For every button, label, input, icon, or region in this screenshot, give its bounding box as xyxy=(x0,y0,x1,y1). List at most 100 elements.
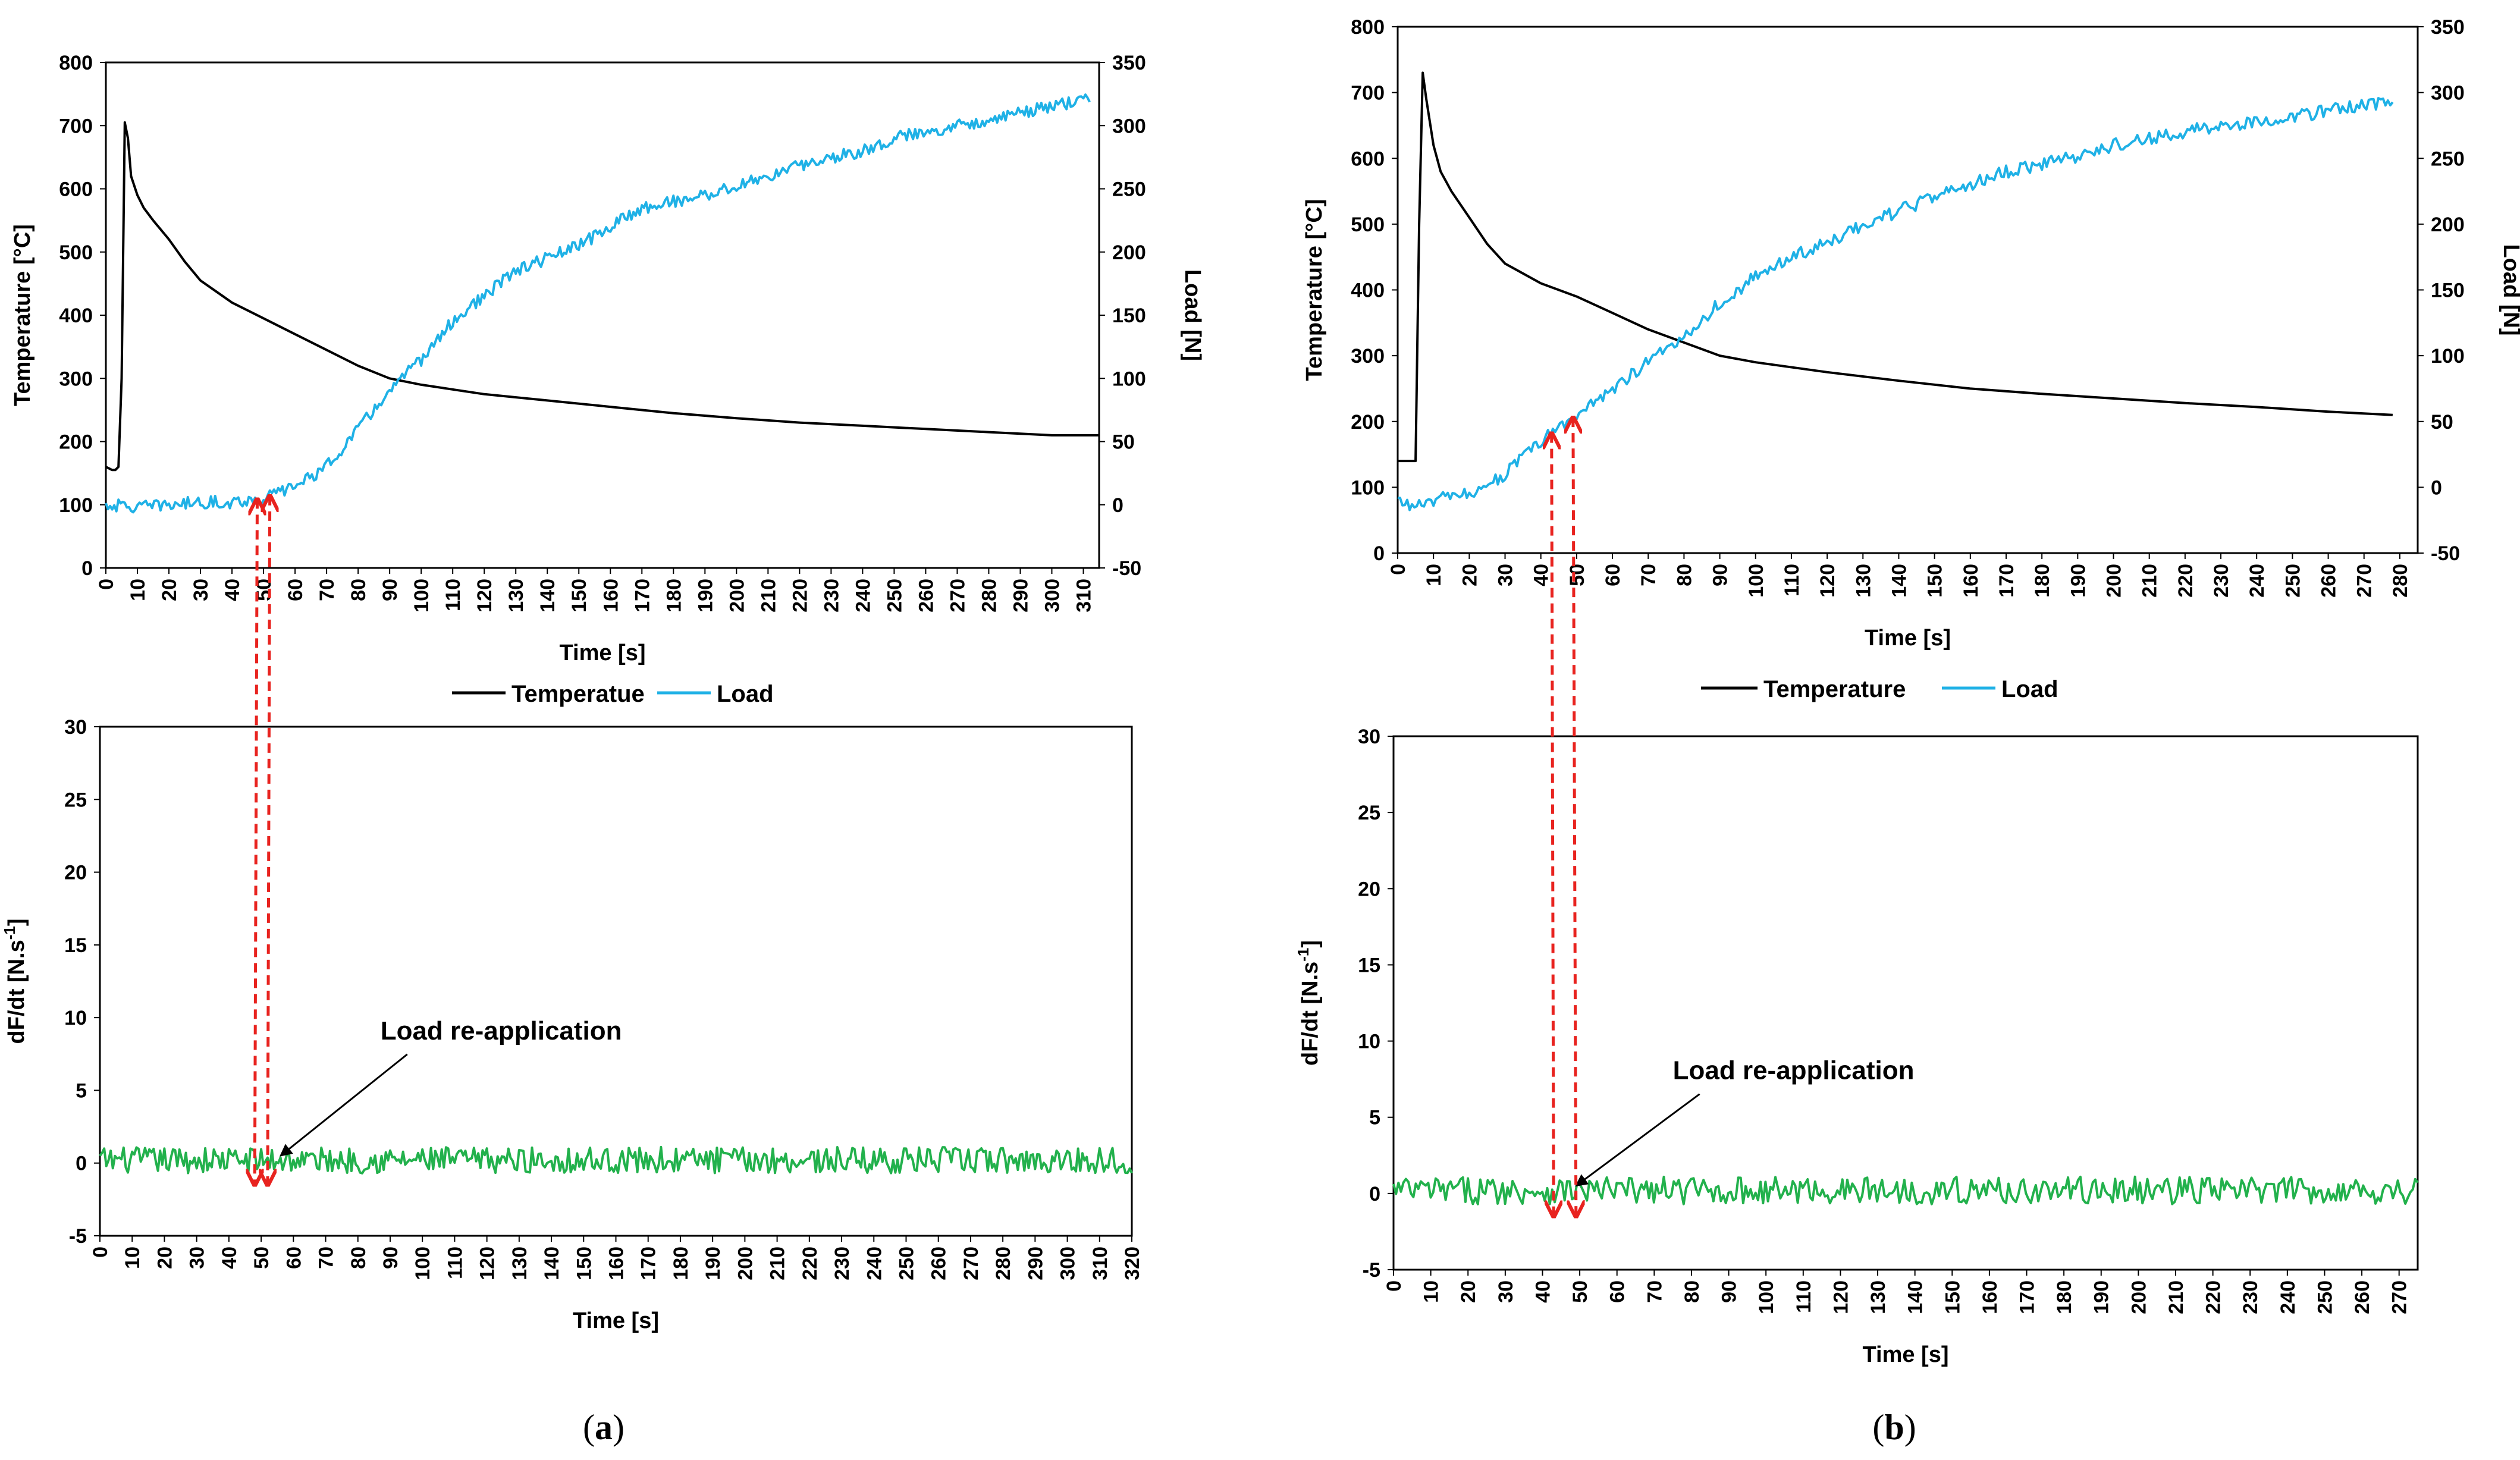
b-red-dashed-arrow xyxy=(1573,417,1576,1216)
a_top-x-tick-label: 120 xyxy=(473,579,496,613)
a_bottom-x-tick-label: 70 xyxy=(315,1247,338,1269)
b_top-x-tick-label: 130 xyxy=(1852,564,1875,598)
b_top-x-tick-label: 20 xyxy=(1458,564,1481,586)
b_bottom-x-tick-label: 150 xyxy=(1941,1280,1964,1314)
b_bottom-x-tick-label: 160 xyxy=(1979,1280,2001,1314)
a_bottom-x-tick-label: 190 xyxy=(702,1247,724,1280)
a_bottom-x-tick-label: 160 xyxy=(605,1247,628,1280)
a_bottom-x-tick-label: 180 xyxy=(670,1247,692,1280)
a_bottom-x-tick-label: 60 xyxy=(283,1247,305,1269)
b_top-y2-tick-label: 300 xyxy=(2431,82,2465,105)
a_top-x-tick-label: 250 xyxy=(883,579,906,613)
a_top-y2-tick-label: 0 xyxy=(1112,494,1124,517)
a_bottom-y-tick-label: 15 xyxy=(64,934,87,957)
a_bottom-x-tick-label: 50 xyxy=(250,1247,273,1269)
b_bottom-y-tick-label: 5 xyxy=(1369,1107,1380,1129)
b_bottom-x-tick-label: 110 xyxy=(1793,1280,1815,1313)
b_bottom-annotation-arrow xyxy=(1575,1093,1700,1187)
chart-b-temperature-load: 0 10 20 30 40 50 60 70 80 90 100 110 120 130 140 150 160… xyxy=(1302,16,2520,651)
a_top-y-tick-label: 600 xyxy=(59,178,93,201)
b_top-x-tick-label: 80 xyxy=(1673,564,1696,586)
b_top-x-tick-label: 0 xyxy=(1387,564,1410,575)
b_top-y-axis-title: Temperature [°C] xyxy=(1302,199,1327,381)
a_top-x-tick-label: 10 xyxy=(127,579,149,601)
a_bottom-x-tick-label: 80 xyxy=(347,1247,370,1269)
a_bottom-x-tick-label: 120 xyxy=(476,1247,499,1280)
b_top-x-tick-label: 180 xyxy=(2031,564,2054,598)
legend-a-load-label: Load xyxy=(717,681,774,707)
b_bottom-x-tick-label: 170 xyxy=(2016,1280,2039,1314)
panel-label-b: (b) xyxy=(1872,1408,1916,1447)
a_bottom-y-tick-label: 30 xyxy=(64,716,87,739)
a_bottom-x-tick-label: 40 xyxy=(218,1247,241,1269)
a_top-x-tick-label: 280 xyxy=(978,579,1000,613)
a_top-y-tick-label: 300 xyxy=(59,368,93,390)
b_top-y2-tick-label: 50 xyxy=(2431,411,2453,434)
a_top-y-tick-label: 100 xyxy=(59,494,93,517)
a_bottom-y-tick-label: 25 xyxy=(64,789,87,811)
a-red-dashed-arrow xyxy=(255,499,257,1185)
a_top-y-axis-title: Temperature [°C] xyxy=(10,224,35,406)
b-red-dashed-arrow xyxy=(1552,434,1554,1217)
a_top-y2-tick-label: -50 xyxy=(1112,557,1141,580)
a_top-x-tick-label: 170 xyxy=(631,579,654,613)
a_top-y-tick-label: 400 xyxy=(59,304,93,327)
b_bottom-x-tick-label: 180 xyxy=(2053,1280,2076,1314)
b_bottom-x-tick-label: 60 xyxy=(1606,1280,1629,1303)
a_top-x-tick-label: 30 xyxy=(190,579,212,601)
legend-b-temperature-label: Temperature xyxy=(1763,676,1906,702)
a_top-y2-tick-label: 50 xyxy=(1112,431,1135,454)
a_bottom-y-axis-title: dF/dt [N.s-1] xyxy=(1,919,29,1044)
b_top-x-tick-label: 90 xyxy=(1709,564,1732,586)
legend-b-load-label: Load xyxy=(2001,676,2058,702)
a_bottom-y-tick-label: 20 xyxy=(64,862,87,884)
b_bottom-x-tick-label: 40 xyxy=(1532,1280,1554,1303)
b_bottom-x-tick-label: 50 xyxy=(1569,1280,1592,1303)
a_top-x-tick-label: 180 xyxy=(663,579,685,613)
b_bottom-x-tick-label: 90 xyxy=(1718,1280,1741,1303)
a_top-y2-tick-label: 250 xyxy=(1112,178,1146,201)
b_bottom-y-tick-label: 20 xyxy=(1358,878,1380,900)
b_top-y2-axis-title: Load [N] xyxy=(2499,244,2520,335)
a_top-y2-tick-label: 300 xyxy=(1112,115,1146,137)
b_top-x-tick-label: 200 xyxy=(2103,564,2126,598)
b_top-x-tick-label: 60 xyxy=(1602,564,1624,586)
a_bottom-annotation-arrow xyxy=(279,1053,408,1157)
b_top-x-tick-label: 100 xyxy=(1745,564,1768,598)
b_top-x-tick-label: 170 xyxy=(1995,564,2018,598)
a_bottom-x-tick-label: 310 xyxy=(1089,1247,1112,1280)
b_top-x-tick-label: 270 xyxy=(2353,564,2376,598)
b_top-series-load-line xyxy=(1397,97,2394,511)
panel-label-a: (a) xyxy=(583,1408,624,1447)
a_top-x-tick-label: 40 xyxy=(221,579,244,601)
red-dashed-markers xyxy=(255,417,1576,1216)
a_top-y-tick-label: 200 xyxy=(59,431,93,454)
b_bottom-x-tick-label: 240 xyxy=(2277,1280,2299,1314)
b_top-x-tick-label: 30 xyxy=(1495,564,1517,586)
b_top-y-tick-label: 100 xyxy=(1351,476,1385,499)
b_bottom-y-tick-label: 25 xyxy=(1358,802,1380,824)
b_top-x-tick-label: 110 xyxy=(1781,564,1803,596)
a_top-x-tick-label: 190 xyxy=(694,579,717,613)
a_top-x-tick-label: 260 xyxy=(915,579,937,613)
a_top-y2-tick-label: 100 xyxy=(1112,368,1146,390)
b_bottom-x-tick-label: 210 xyxy=(2165,1280,2188,1314)
a_top-series-load-line xyxy=(105,93,1091,514)
a_bottom-x-tick-label: 110 xyxy=(444,1247,466,1279)
a_top-x-tick-label: 90 xyxy=(379,579,401,601)
a_bottom-x-tick-label: 90 xyxy=(379,1247,402,1269)
a_top-x-tick-label: 0 xyxy=(95,579,118,590)
a_top-x-tick-label: 60 xyxy=(284,579,307,601)
a_top-x-tick-label: 300 xyxy=(1041,579,1063,613)
a_bottom-x-tick-label: 220 xyxy=(799,1247,821,1280)
b_top-x-tick-label: 280 xyxy=(2389,564,2412,598)
b_bottom-x-tick-label: 70 xyxy=(1643,1280,1666,1303)
a_top-series-temperatue-line xyxy=(105,121,1099,472)
b_bottom-x-tick-label: 30 xyxy=(1495,1280,1517,1303)
a_top-x-tick-label: 130 xyxy=(505,579,528,613)
a_top-x-tick-label: 20 xyxy=(158,579,181,601)
b_top-x-tick-label: 40 xyxy=(1530,564,1553,586)
b_bottom-x-tick-label: 130 xyxy=(1867,1280,1890,1314)
b_top-y-tick-label: 600 xyxy=(1351,147,1385,170)
a_top-y2-tick-label: 350 xyxy=(1112,52,1146,74)
